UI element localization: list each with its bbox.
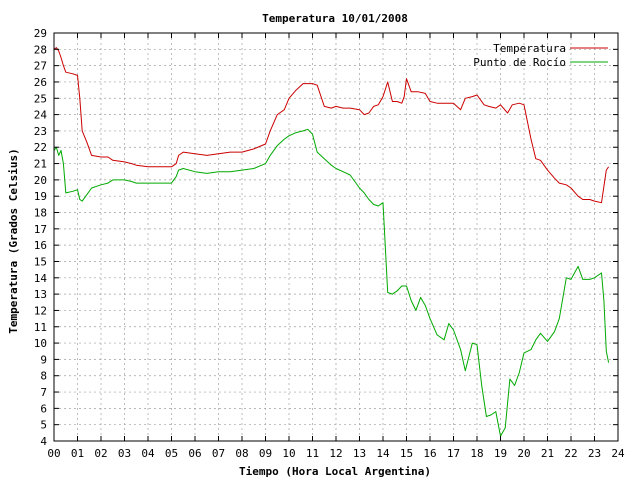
series-layer xyxy=(53,47,610,437)
x-tick-label: 05 xyxy=(165,447,178,460)
x-tick-label: 13 xyxy=(353,447,366,460)
y-tick-label: 6 xyxy=(40,402,47,415)
x-tick-label: 17 xyxy=(447,447,460,460)
x-tick-label: 11 xyxy=(306,447,319,460)
x-tick-label: 15 xyxy=(400,447,413,460)
y-tick-label: 8 xyxy=(40,370,47,383)
y-tick-label: 27 xyxy=(34,60,47,73)
x-tick-label: 02 xyxy=(94,447,107,460)
x-tick-label: 09 xyxy=(259,447,272,460)
y-axis-label: Temperatura (Grados Celsius) xyxy=(7,148,20,333)
y-tick-label: 11 xyxy=(34,321,47,334)
legend: Temperatura Punto de Rocío xyxy=(473,42,608,69)
x-tick-label: 24 xyxy=(611,447,625,460)
x-tick-label: 19 xyxy=(494,447,507,460)
y-tick-label: 10 xyxy=(34,337,47,350)
y-tick-label: 7 xyxy=(40,386,47,399)
legend-label-punto-de-rocio: Punto de Rocío xyxy=(473,56,566,69)
x-tick-label: 21 xyxy=(541,447,554,460)
x-tick-label: 06 xyxy=(188,447,201,460)
x-tick-label: 01 xyxy=(71,447,84,460)
axis-ticks: 00 01 02 03 04 05 06 07 08 09 10 11 12 13 14 15 16 17 18 19… xyxy=(34,27,625,460)
y-tick-label: 13 xyxy=(34,288,47,301)
y-tick-label: 20 xyxy=(34,174,47,187)
x-tick-label: 00 xyxy=(47,447,60,460)
x-tick-label: 14 xyxy=(376,447,390,460)
y-tick-label: 28 xyxy=(34,43,47,56)
series-line-temperatura xyxy=(53,47,610,204)
y-tick-label: 23 xyxy=(34,125,47,138)
y-tick-label: 14 xyxy=(34,272,48,285)
x-tick-label: 18 xyxy=(470,447,483,460)
y-tick-label: 17 xyxy=(34,223,47,236)
y-tick-label: 22 xyxy=(34,141,47,154)
x-tick-label: 04 xyxy=(141,447,155,460)
x-axis-label: Tiempo (Hora Local Argentina) xyxy=(239,465,431,478)
x-tick-label: 03 xyxy=(118,447,131,460)
y-tick-label: 5 xyxy=(40,419,47,432)
x-tick-label: 10 xyxy=(282,447,295,460)
x-tick-label: 23 xyxy=(588,447,601,460)
y-tick-label: 24 xyxy=(34,109,48,122)
y-tick-label: 9 xyxy=(40,353,47,366)
x-tick-label: 07 xyxy=(212,447,225,460)
x-tick-label: 08 xyxy=(235,447,248,460)
y-tick-label: 12 xyxy=(34,304,47,317)
x-tick-label: 12 xyxy=(329,447,342,460)
x-tick-label: 22 xyxy=(564,447,577,460)
y-tick-label: 21 xyxy=(34,158,47,171)
y-tick-label: 15 xyxy=(34,255,47,268)
y-tick-label: 19 xyxy=(34,190,47,203)
series-line-punto-de-rocio xyxy=(53,128,610,437)
y-tick-label: 16 xyxy=(34,239,47,252)
chart-title: Temperatura 10/01/2008 xyxy=(262,12,408,25)
legend-label-temperatura: Temperatura xyxy=(493,42,566,55)
x-tick-label: 20 xyxy=(517,447,530,460)
x-tick-label: 16 xyxy=(423,447,436,460)
y-tick-label: 26 xyxy=(34,76,47,89)
y-tick-label: 25 xyxy=(34,92,47,105)
y-tick-label: 29 xyxy=(34,27,47,40)
y-tick-label: 4 xyxy=(40,435,47,448)
grid xyxy=(54,33,618,441)
y-tick-label: 18 xyxy=(34,207,47,220)
